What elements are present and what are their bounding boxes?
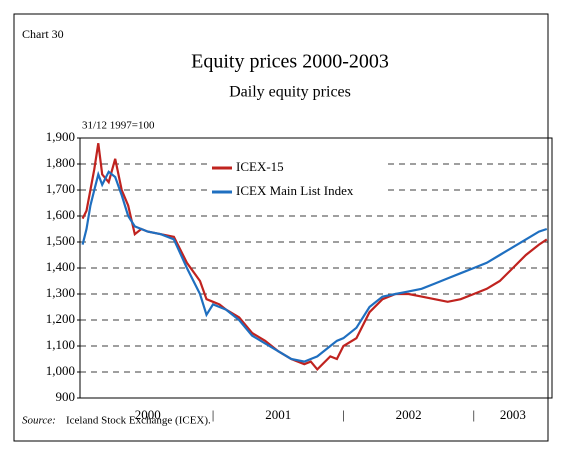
chart-subtitle: Daily equity prices xyxy=(229,84,351,101)
y-tick-label: 1,100 xyxy=(46,337,75,352)
chart-title: Equity prices 2000-2003 xyxy=(191,51,389,73)
x-tick-label: 2001 xyxy=(265,407,291,422)
x-tick-label: 2000 xyxy=(135,407,161,422)
y-tick-label: 1,200 xyxy=(46,311,75,326)
x-tick-label: | xyxy=(342,407,345,422)
source: Iceland Stock Exchange (ICEX). xyxy=(66,415,211,427)
y-tick-label: 1,400 xyxy=(46,259,75,274)
frame xyxy=(13,13,549,442)
legend-bg xyxy=(208,183,388,201)
x-tick-label: 2002 xyxy=(396,407,422,422)
legend-bg xyxy=(208,159,388,177)
x-tick-label: 2003 xyxy=(500,407,526,422)
legend-label: ICEX-15 xyxy=(236,159,284,174)
y-tick-label: 1,300 xyxy=(46,285,75,300)
x-tick-label: | xyxy=(472,407,475,422)
series-line xyxy=(81,143,548,372)
y-tick-label: 1,900 xyxy=(46,129,75,144)
x-tick-label: | xyxy=(212,407,215,422)
legend-label: ICEX Main List Index xyxy=(236,183,354,198)
y-tick-label: 1,800 xyxy=(46,155,75,170)
y-tick-label: 1,000 xyxy=(46,363,75,378)
y-note: 31/12 1997=100 xyxy=(82,120,155,132)
y-tick-label: 1,700 xyxy=(46,181,75,196)
series-line xyxy=(81,170,548,363)
y-tick-label: 1,600 xyxy=(46,207,75,222)
y-tick-label: 900 xyxy=(56,389,76,404)
chart-label: Chart 30 xyxy=(22,27,64,41)
plot-frame xyxy=(79,137,553,399)
y-tick-label: 1,500 xyxy=(46,233,75,248)
source-label: Source: xyxy=(22,415,56,427)
